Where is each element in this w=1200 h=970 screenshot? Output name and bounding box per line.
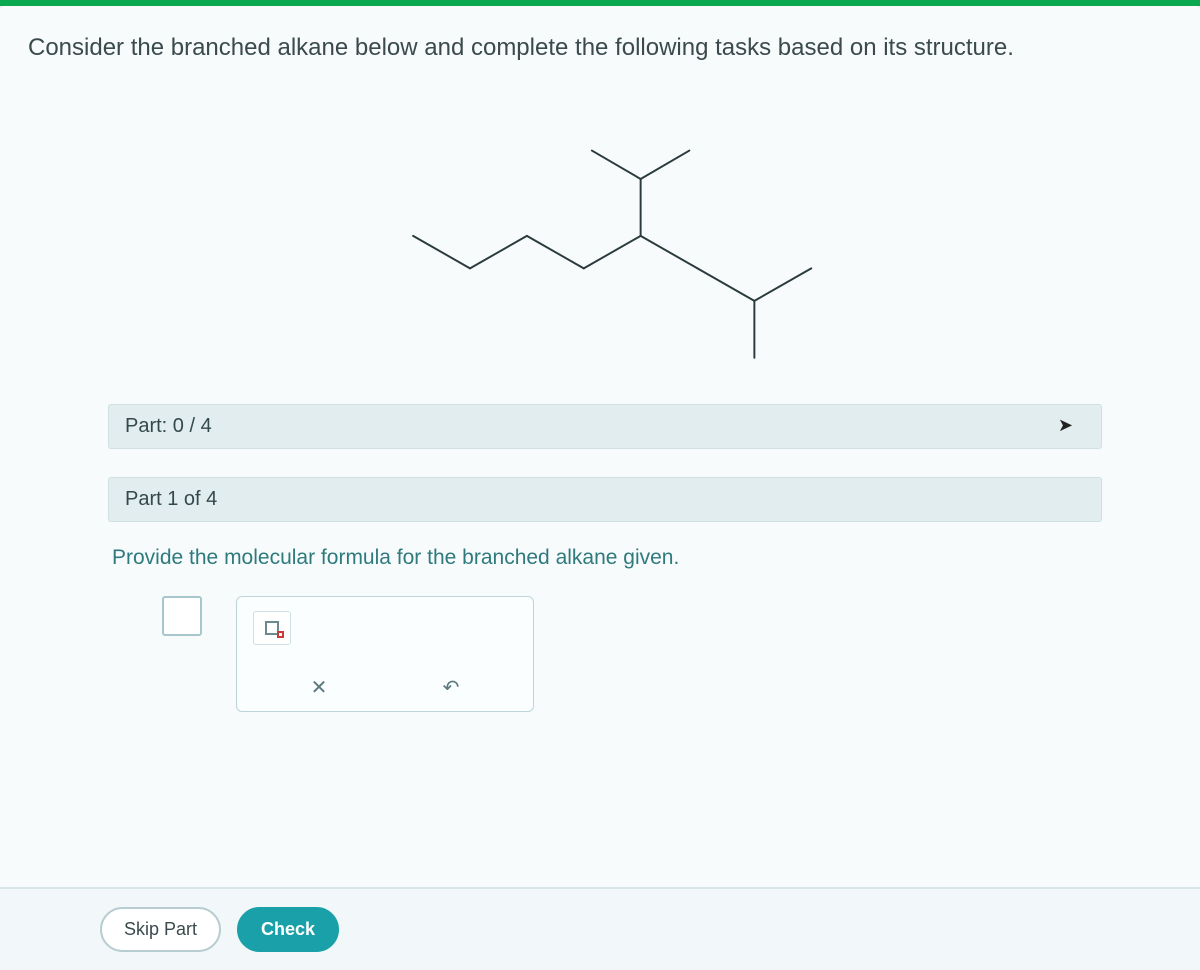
current-part-bar: Part 1 of 4 [108,477,1102,522]
molecule-svg [320,114,880,374]
undo-icon: ↶ [443,675,460,700]
tool-top-row [253,611,517,645]
close-icon: ✕ [311,675,328,700]
cursor-icon: ➤ [1058,415,1073,436]
current-part-label: Part 1 of 4 [125,488,217,510]
footer-bar: Skip Part Check [0,887,1200,970]
molecule-diagram [28,84,1172,404]
skip-part-button[interactable]: Skip Part [100,907,221,952]
question-page: Consider the branched alkane below and c… [0,6,1200,970]
part-instruction: Provide the molecular formula for the br… [112,546,1102,570]
subscript-tool-button[interactable] [253,611,291,645]
check-button[interactable]: Check [237,907,339,952]
question-prompt: Consider the branched alkane below and c… [28,32,1172,64]
tool-bottom-row: ✕ ↶ [253,665,517,703]
answer-row: ✕ ↶ [162,596,1102,712]
subscript-sub-icon [277,631,284,638]
clear-button[interactable]: ✕ [299,671,339,703]
progress-bar: Part: 0 / 4 ➤ [108,404,1102,449]
undo-button[interactable]: ↶ [431,671,471,703]
parts-block: Part: 0 / 4 ➤ Part 1 of 4 Provide the mo… [108,404,1102,712]
formula-tool-panel: ✕ ↶ [236,596,534,712]
answer-input[interactable] [162,596,202,636]
progress-label: Part: 0 / 4 [125,415,212,437]
